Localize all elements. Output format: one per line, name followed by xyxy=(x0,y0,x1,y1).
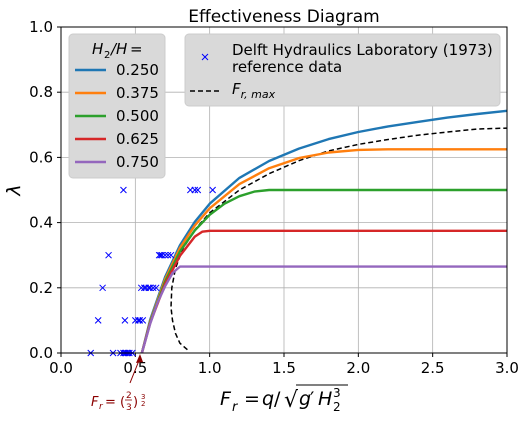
reference-point xyxy=(158,251,166,259)
x-tick-label: 3.0 xyxy=(495,359,519,377)
svg-text:r: r xyxy=(99,402,104,412)
svg-text:3: 3 xyxy=(333,386,341,400)
svg-text:): ) xyxy=(133,395,138,410)
critical-froude-annotation: F r = ( 2 3 ) 3 2 xyxy=(91,354,145,413)
x-tick-label: 0.5 xyxy=(123,359,147,377)
reference-point xyxy=(155,251,163,259)
fr-max-curve xyxy=(170,127,508,351)
legend-ratio: H 2 /H = 0.250 0.375 0.500 0.625 0.750 xyxy=(68,33,166,179)
legend-ref-label-1: Delft Hydraulics Laboratory (1973) xyxy=(232,41,493,59)
legend-reference: Delft Hydraulics Laboratory (1973) refer… xyxy=(184,33,501,107)
svg-text:2: 2 xyxy=(141,400,145,408)
svg-text:2: 2 xyxy=(126,391,132,401)
svg-text:r: r xyxy=(232,400,239,415)
legend-label-0.750: 0.750 xyxy=(116,153,159,171)
svg-text:= (: = ( xyxy=(105,395,125,410)
reference-point xyxy=(209,186,216,194)
reference-point xyxy=(146,284,154,292)
reference-point xyxy=(139,317,147,324)
x-axis-label: F r = q / √ g ′ H 3 2 xyxy=(220,384,348,415)
reference-point xyxy=(99,284,106,292)
svg-text:3: 3 xyxy=(141,393,145,401)
legend-ref-marker xyxy=(201,53,209,61)
y-axis-label: λ xyxy=(3,184,25,196)
svg-text:2: 2 xyxy=(333,400,341,414)
svg-text:=: = xyxy=(130,40,143,58)
legend-label-0.375: 0.375 xyxy=(116,84,159,102)
y-tick-label: 0.8 xyxy=(29,83,53,101)
x-tick-labels: 0.0 0.5 1.0 1.5 2.0 2.5 3.0 xyxy=(49,359,519,377)
reference-point xyxy=(152,284,160,292)
svg-text:√: √ xyxy=(284,388,299,413)
svg-text:=: = xyxy=(244,388,260,410)
reference-point xyxy=(149,284,157,292)
svg-text:/H: /H xyxy=(109,40,127,58)
svg-text:3: 3 xyxy=(126,403,132,413)
series-line-0.750 xyxy=(140,265,507,354)
svg-text:/: / xyxy=(274,388,281,410)
reference-point xyxy=(121,317,129,324)
y-tick-label: 0.2 xyxy=(29,279,53,297)
legend-label-0.500: 0.500 xyxy=(116,107,159,125)
reference-point xyxy=(164,251,172,259)
reference-point xyxy=(136,317,144,324)
reference-point xyxy=(194,186,202,194)
reference-point xyxy=(191,186,199,194)
legend-ref-label-2: reference data xyxy=(232,58,342,76)
svg-text:H: H xyxy=(92,40,103,58)
svg-text:q: q xyxy=(262,388,274,410)
reference-point xyxy=(167,251,175,259)
y-tick-label: 1.0 xyxy=(29,18,53,36)
svg-text:H: H xyxy=(318,388,332,410)
svg-text:F: F xyxy=(91,395,99,410)
svg-text:2: 2 xyxy=(104,50,110,61)
y-tick-label: 0.4 xyxy=(29,214,53,232)
reference-point xyxy=(161,251,169,259)
svg-text:′: ′ xyxy=(310,388,314,410)
y-tick-label: 0.0 xyxy=(29,344,53,362)
x-tick-label: 2.5 xyxy=(421,359,445,377)
svg-text:g: g xyxy=(299,388,311,410)
y-tick-label: 0.6 xyxy=(29,148,53,166)
plot-content xyxy=(87,109,508,357)
reference-point xyxy=(105,251,112,259)
plot-frame xyxy=(60,26,508,354)
x-tick-label: 1.5 xyxy=(272,359,296,377)
x-tick-label: 1.0 xyxy=(198,359,222,377)
reference-point xyxy=(94,317,102,324)
reference-point xyxy=(120,186,127,194)
legend-label-0.625: 0.625 xyxy=(116,130,159,148)
y-tick-labels: 0.0 0.2 0.4 0.6 0.8 1.0 xyxy=(29,18,53,362)
chart-title: Effectiveness Diagram xyxy=(188,7,380,27)
x-tick-label: 0.0 xyxy=(49,359,73,377)
legend-frmax-label: Fr, max xyxy=(232,80,276,101)
legend-label-0.250: 0.250 xyxy=(116,61,159,79)
x-tick-label: 2.0 xyxy=(346,359,370,377)
svg-text:F: F xyxy=(220,388,232,410)
